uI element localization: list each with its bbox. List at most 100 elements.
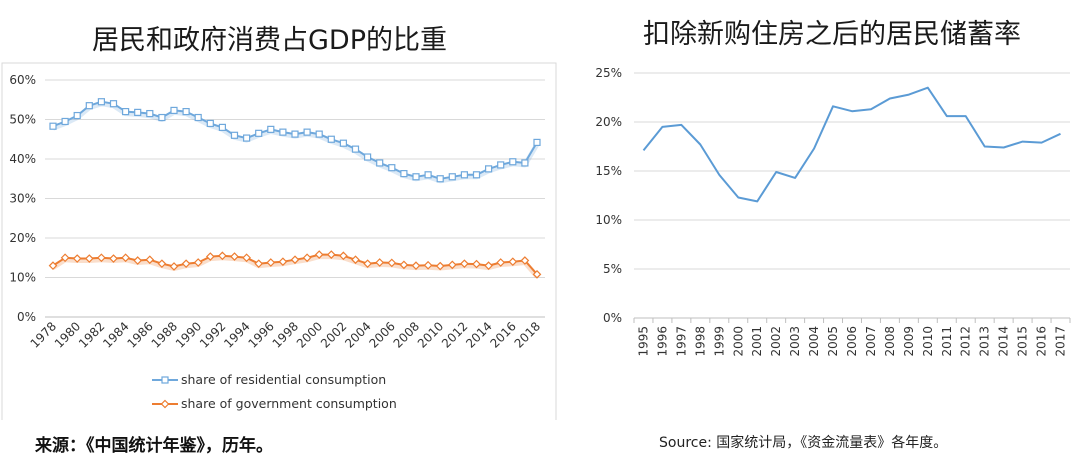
x-tick-label: 2002 xyxy=(318,319,349,350)
legend-diamond-marker xyxy=(160,399,170,409)
y-tick-label: 5% xyxy=(603,262,622,276)
x-tick-label: 2006 xyxy=(366,319,397,350)
residential-data-point xyxy=(351,145,360,153)
residential-data-point xyxy=(339,139,347,147)
residential-data-point xyxy=(509,158,517,166)
y-tick-label: 20% xyxy=(9,231,36,245)
government-data-point xyxy=(326,250,336,259)
government-data-point xyxy=(314,250,324,259)
government-data-point xyxy=(351,255,360,265)
government-data-point xyxy=(423,260,433,270)
residential-data-point xyxy=(533,138,541,147)
x-tick-label: 2002 xyxy=(769,326,783,357)
residential-data-point xyxy=(243,134,251,142)
x-tick-label: 2010 xyxy=(415,319,446,350)
government-data-point xyxy=(181,259,191,269)
x-tick-label: 2012 xyxy=(439,319,470,350)
government-data-point xyxy=(157,259,167,269)
y-tick-label: 40% xyxy=(9,152,36,166)
x-tick-label: 2006 xyxy=(845,326,859,357)
x-tick-label: 2005 xyxy=(826,326,840,357)
right-chart-title: 扣除新购住房之后的居民储蓄率 xyxy=(643,19,1021,50)
x-tick-label: 2011 xyxy=(940,326,954,357)
residential-data-point xyxy=(460,171,468,179)
x-tick-label: 1982 xyxy=(76,319,107,350)
residential-data-point xyxy=(521,159,529,167)
residential-data-point xyxy=(364,153,372,161)
government-data-point xyxy=(472,259,481,269)
x-tick-label: 2015 xyxy=(1016,326,1030,357)
x-tick-label: 1984 xyxy=(100,319,131,350)
x-tick-label: 2016 xyxy=(487,319,518,350)
residential-data-point xyxy=(109,100,118,108)
government-data-point xyxy=(193,258,203,267)
residential-data-point xyxy=(388,164,396,172)
residential-data-point xyxy=(497,161,505,169)
x-tick-label: 1994 xyxy=(221,319,252,350)
y-tick-label: 25% xyxy=(595,66,622,80)
government-data-point xyxy=(339,251,348,261)
residential-data-point xyxy=(255,129,263,137)
x-tick-label: 1995 xyxy=(636,326,650,357)
y-tick-label: 50% xyxy=(9,113,36,127)
y-tick-label: 30% xyxy=(9,192,36,206)
x-tick-label: 2014 xyxy=(997,326,1011,357)
x-tick-label: 2012 xyxy=(959,326,973,357)
x-tick-label: 2003 xyxy=(788,326,802,357)
government-data-point xyxy=(363,259,372,269)
legend-residential: share of residential consumption xyxy=(181,372,387,387)
government-data-point xyxy=(218,251,227,261)
x-tick-label: 2008 xyxy=(883,326,897,357)
residential-data-point xyxy=(158,113,166,122)
y-tick-label: 0% xyxy=(603,311,622,325)
x-tick-label: 1988 xyxy=(149,319,180,350)
government-data-point xyxy=(447,260,457,270)
y-tick-label: 10% xyxy=(9,271,36,285)
government-data-point xyxy=(254,259,264,269)
residential-data-point xyxy=(182,107,190,116)
savings-rate-series-line xyxy=(642,86,1061,203)
residential-data-point xyxy=(267,125,275,133)
residential-data-point xyxy=(97,98,106,106)
residential-data-point xyxy=(424,171,432,179)
legend-government: share of government consumption xyxy=(181,396,397,411)
government-data-point xyxy=(375,258,385,267)
government-data-point xyxy=(290,255,300,265)
government-data-point xyxy=(133,256,143,265)
x-tick-label: 2000 xyxy=(731,326,745,357)
government-data-point xyxy=(387,258,397,268)
residential-data-point xyxy=(291,130,299,138)
government-data-point xyxy=(230,252,239,261)
y-tick-label: 15% xyxy=(595,164,622,178)
residential-data-point xyxy=(485,165,493,173)
government-data-point xyxy=(508,257,518,267)
x-tick-label: 2007 xyxy=(864,326,878,357)
government-data-point xyxy=(121,253,130,263)
residential-data-point xyxy=(448,173,456,181)
government-data-point xyxy=(496,258,506,267)
x-tick-label: 1998 xyxy=(693,326,707,357)
residential-data-point xyxy=(376,159,384,167)
x-tick-label: 2008 xyxy=(391,319,422,350)
government-data-point xyxy=(532,269,542,279)
residential-data-point xyxy=(412,173,420,181)
residential-data-point xyxy=(170,106,178,115)
left-source-note: 来源：《中国统计年鉴》，历年。 xyxy=(35,436,273,456)
government-data-point xyxy=(399,260,409,270)
residential-data-point xyxy=(61,117,69,126)
x-tick-label: 1990 xyxy=(173,319,204,350)
government-data-point xyxy=(266,258,276,267)
legend-square-marker xyxy=(161,376,169,384)
government-data-point xyxy=(460,259,469,269)
x-tick-label: 1999 xyxy=(712,326,726,357)
residential-data-point xyxy=(400,170,408,178)
x-tick-label: 2014 xyxy=(463,319,494,350)
savings-rate-chart: 0% 5% 10% 15% 20% 25% 1995 1996 1997 1998 1999 200… xyxy=(595,66,1071,357)
x-tick-label: 1996 xyxy=(245,319,276,350)
y-tick-label: 20% xyxy=(595,115,622,129)
x-tick-label: 2016 xyxy=(1035,326,1049,357)
x-tick-label: 1997 xyxy=(674,326,688,357)
residential-data-point xyxy=(206,119,214,128)
government-data-point xyxy=(278,257,288,267)
x-tick-label: 1996 xyxy=(655,326,669,357)
